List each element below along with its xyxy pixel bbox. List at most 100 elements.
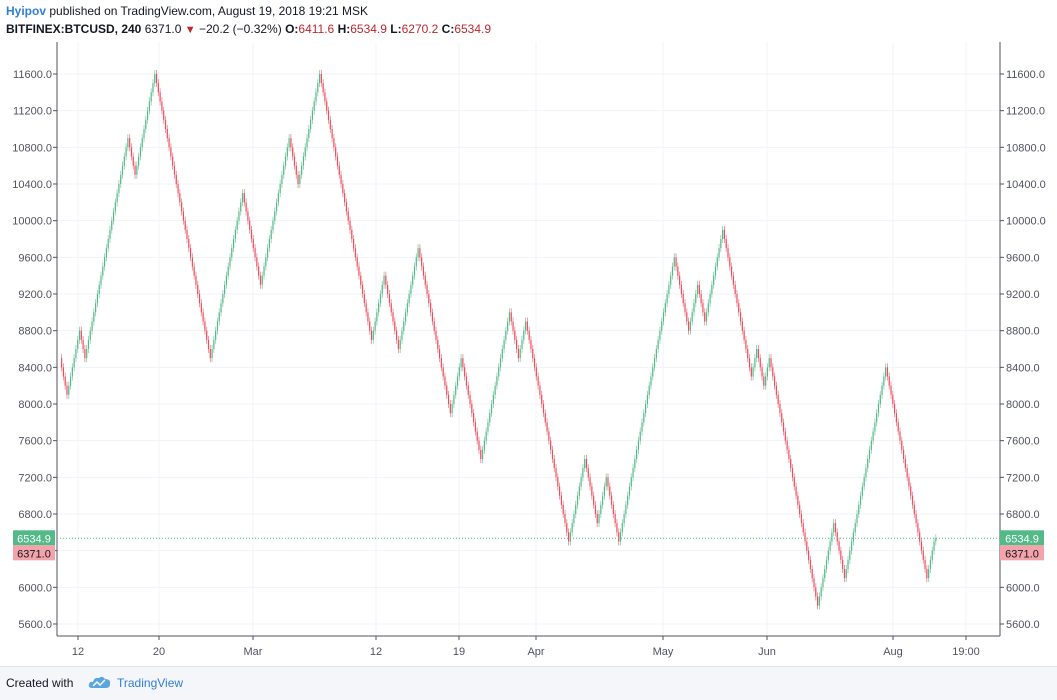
brick-down: [61, 358, 63, 368]
brick-up: [508, 312, 511, 322]
brick-up: [304, 147, 306, 157]
brick-up: [268, 239, 271, 249]
brick-down: [473, 413, 475, 423]
brick-down: [467, 385, 469, 395]
author-link[interactable]: Hyipov: [6, 4, 47, 18]
brick-down: [834, 523, 837, 533]
brick-down: [430, 303, 432, 313]
brick-down: [843, 569, 846, 579]
brick-up: [499, 358, 502, 368]
brick-down: [422, 266, 425, 276]
brick-down: [809, 559, 812, 569]
brick-up: [881, 385, 883, 395]
brick-down: [166, 129, 168, 139]
brick-down: [245, 202, 247, 212]
brick-down: [181, 202, 183, 212]
brick-up: [766, 367, 769, 377]
brick-down: [544, 413, 546, 423]
brick-up: [213, 339, 215, 349]
brick-down: [901, 440, 903, 450]
brick-down: [816, 596, 819, 606]
brick-up: [870, 440, 872, 450]
brick-up: [222, 294, 224, 304]
brick-down: [394, 321, 396, 331]
brick-up: [578, 486, 580, 496]
brick-down: [64, 376, 66, 386]
brick-down: [759, 358, 761, 368]
brick-down: [815, 587, 817, 597]
brick-down: [62, 367, 64, 377]
brick-down: [594, 504, 597, 514]
tradingview-link[interactable]: TradingView: [117, 676, 184, 690]
brick-down: [806, 541, 808, 551]
brick-up: [270, 229, 272, 239]
brick-down: [173, 165, 176, 175]
brick-up: [820, 587, 822, 597]
y-tick-label-right: 8800.0: [1006, 326, 1040, 338]
brick-up: [150, 92, 152, 102]
plot-area[interactable]: [57, 42, 1000, 636]
brick-up: [503, 339, 505, 349]
brick-down: [919, 532, 921, 542]
brick-up: [628, 486, 631, 496]
brick-up: [863, 477, 865, 487]
brick-up: [460, 358, 462, 368]
ohlc-line: BITFINEX:BTCUSD, 240 6371.0 ▼ −20.2 (−0.…: [6, 22, 491, 36]
renko-chart[interactable]: 5600.05600.06000.06000.06400.06400.06800…: [0, 42, 1057, 666]
brick-up: [861, 486, 863, 496]
brick-up: [263, 266, 265, 276]
close-label: C:: [441, 22, 455, 36]
low-value: 6270.2: [401, 22, 439, 36]
brick-down: [322, 83, 324, 93]
close-value: 6534.9: [454, 22, 492, 36]
brick-up: [603, 486, 605, 496]
brick-up: [234, 229, 236, 239]
brick-down: [172, 156, 174, 166]
low-label: L:: [390, 22, 402, 36]
brick-down: [360, 275, 362, 285]
brick-down: [618, 532, 620, 542]
brick-up: [827, 550, 829, 560]
brick-up: [670, 275, 672, 285]
brick-down: [727, 248, 729, 258]
brick-up: [879, 394, 881, 404]
brick-up: [720, 239, 722, 249]
brick-down: [890, 385, 892, 395]
brick-down: [209, 349, 211, 359]
brick-up: [931, 550, 933, 560]
x-tick-label: 19:00: [952, 646, 980, 658]
y-tick-label-left: 8400.0: [18, 362, 52, 374]
brick-down: [922, 550, 924, 560]
brick-down: [447, 394, 450, 404]
symbol-label[interactable]: BITFINEX:BTCUSD, 240: [6, 22, 142, 36]
brick-down: [748, 358, 751, 368]
brick-up: [569, 532, 571, 542]
brick-down: [326, 101, 328, 111]
brick-down: [539, 385, 541, 395]
brick-down: [132, 156, 134, 166]
brick-up: [492, 394, 494, 404]
brick-down: [464, 367, 466, 377]
brick-down: [548, 431, 550, 441]
brick-down: [335, 147, 337, 157]
brick-down: [385, 275, 387, 285]
brick-up: [648, 385, 650, 395]
brick-down: [587, 468, 589, 478]
brick-down: [442, 367, 444, 377]
brick-up: [401, 330, 403, 340]
brick-up: [71, 367, 73, 377]
price-badge-label: 6534.9: [17, 533, 51, 545]
brick-down: [469, 394, 471, 404]
y-tick-label-left: 7600.0: [18, 436, 52, 448]
brick-up: [641, 422, 643, 432]
brick-down: [320, 74, 322, 84]
price-badge-right: [1000, 545, 1044, 561]
brick-up: [381, 284, 383, 294]
brick-up: [91, 321, 93, 331]
brick-down: [924, 559, 926, 569]
brick-up: [102, 266, 104, 276]
brick-up: [657, 339, 659, 349]
brick-up: [652, 367, 654, 377]
brick-down: [795, 486, 797, 496]
brick-up: [693, 303, 695, 313]
